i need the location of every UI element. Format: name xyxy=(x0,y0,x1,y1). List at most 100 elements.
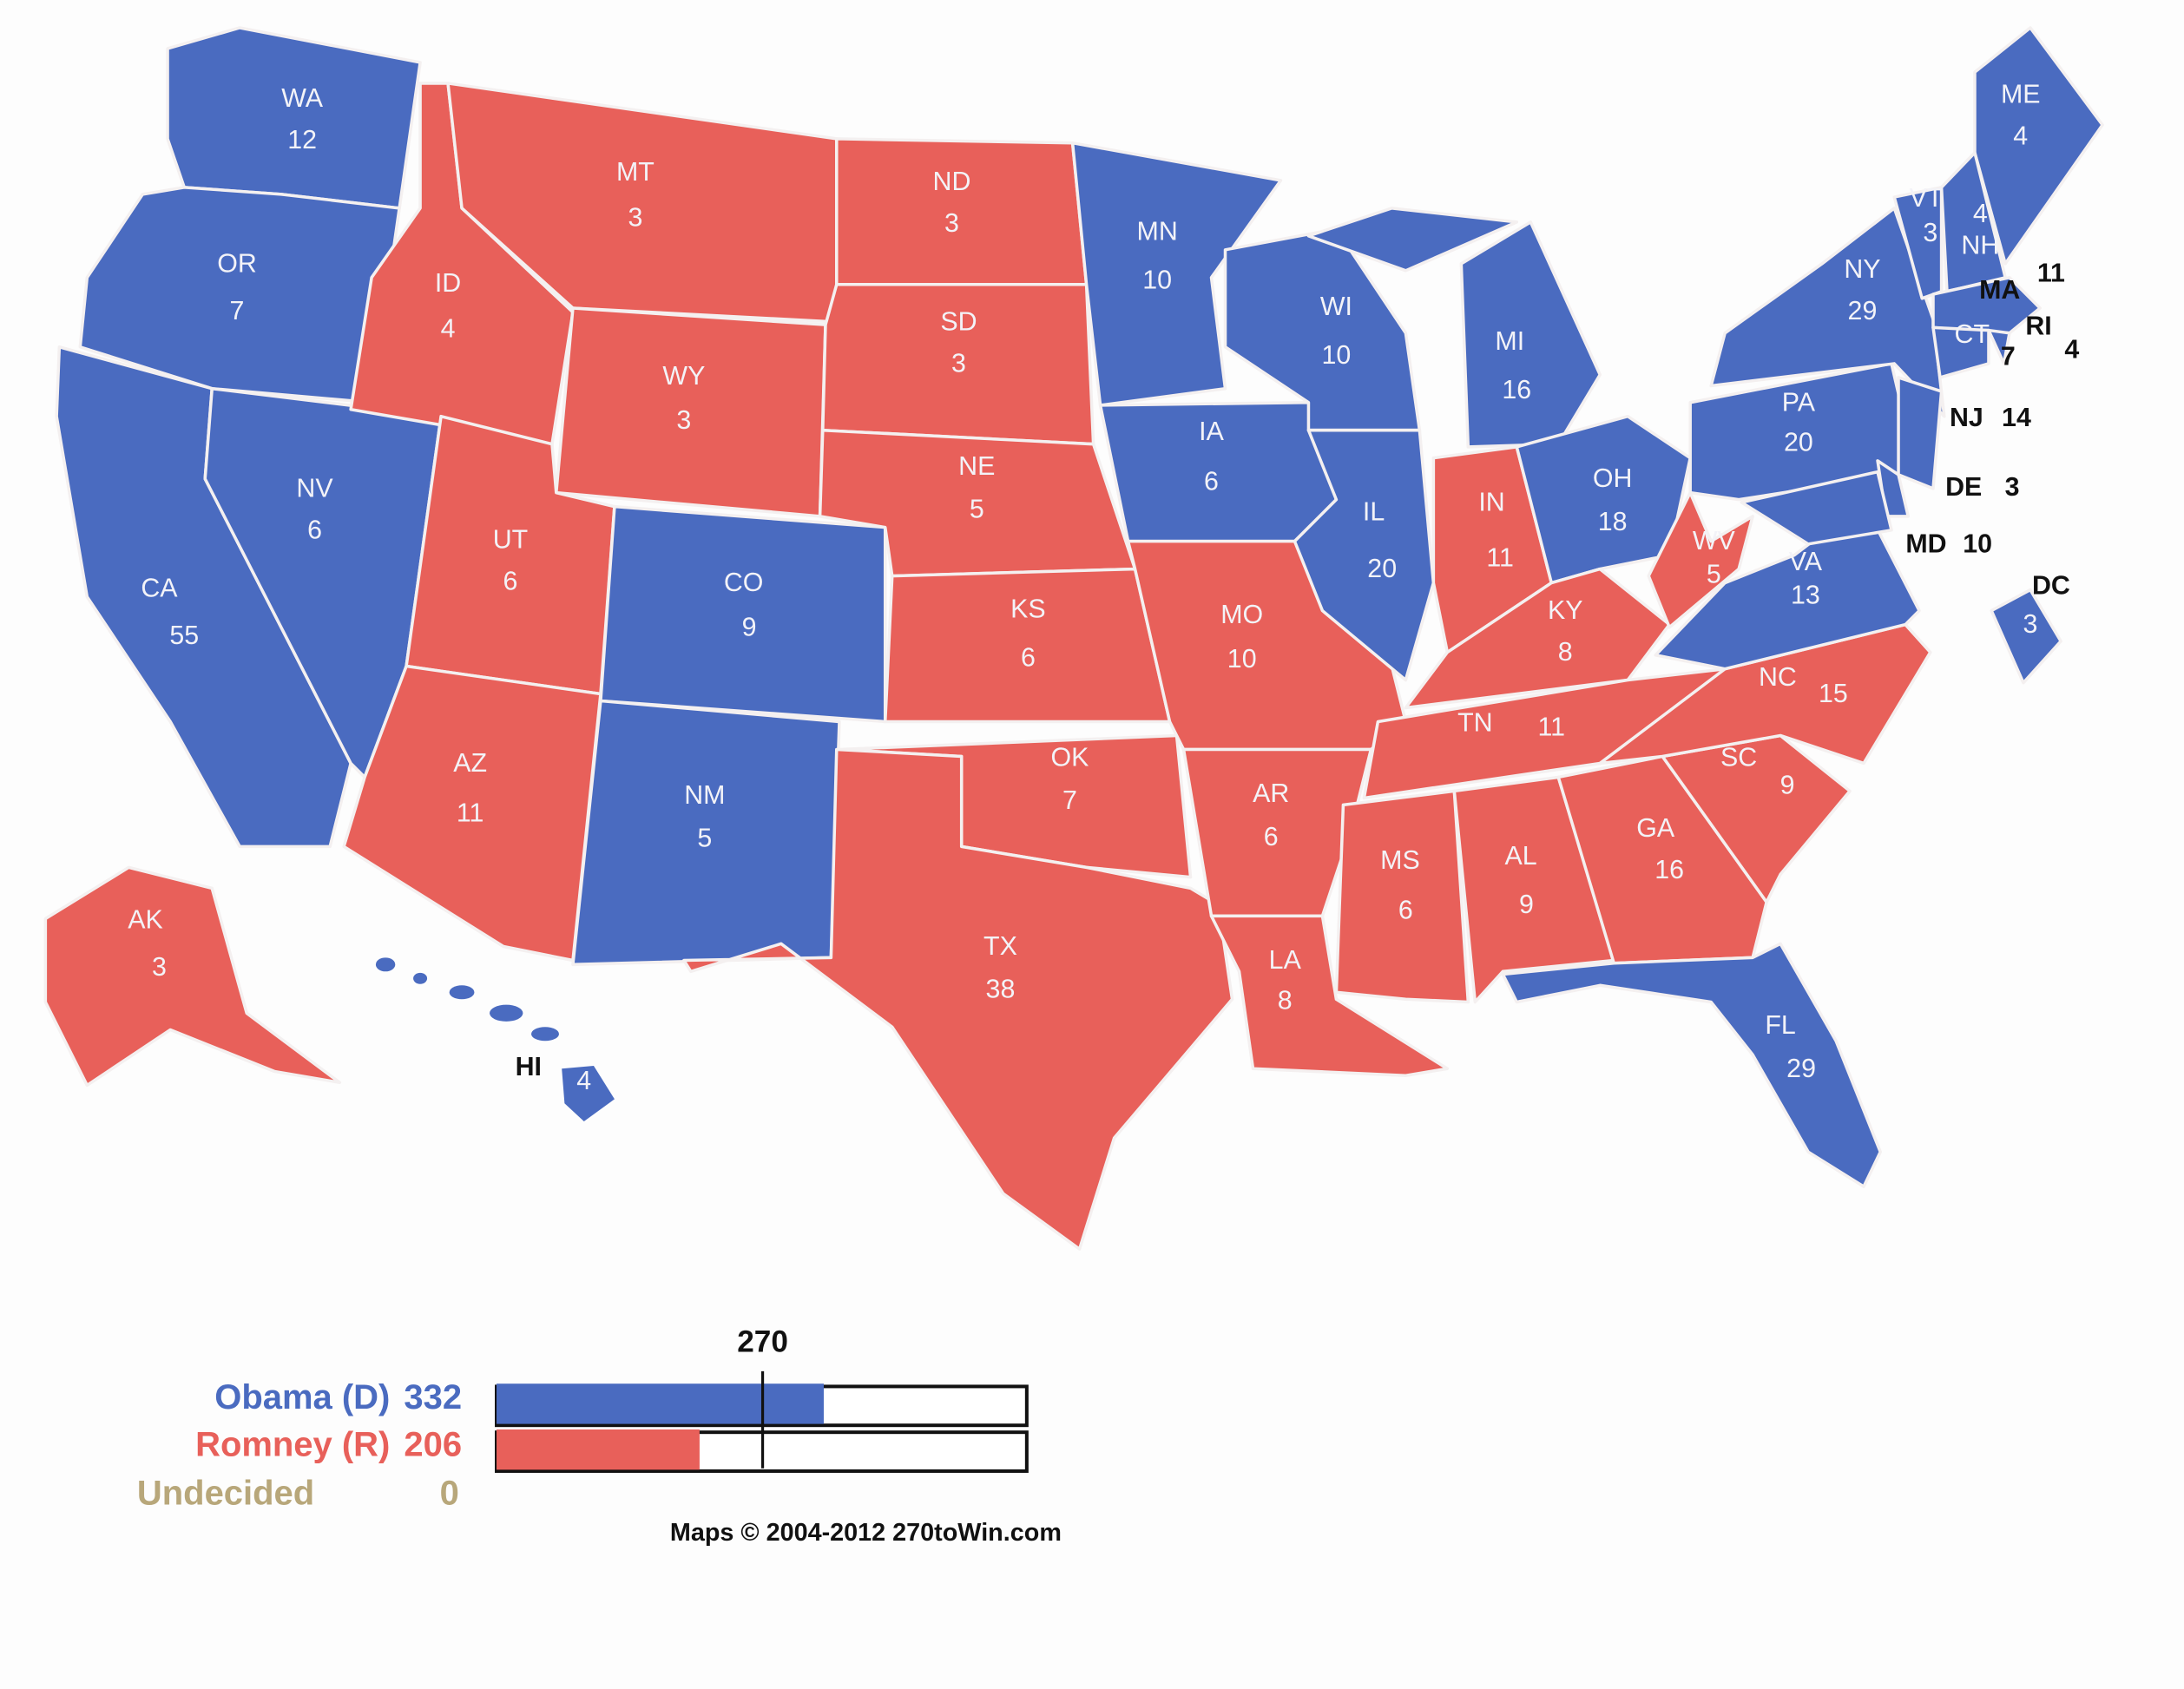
state-votes-label: 11 xyxy=(1486,542,1514,572)
state-abbr-label: ME xyxy=(2001,79,2041,108)
state-ak[interactable] xyxy=(43,865,342,1088)
state-votes-label: 3 xyxy=(676,405,691,435)
state-votes-label: 29 xyxy=(1848,296,1878,325)
state-abbr-label: CA xyxy=(141,574,178,603)
state-abbr-label: CO xyxy=(724,568,764,597)
state-abbr-label: MD xyxy=(1905,529,1946,558)
state-abbr-label: IN xyxy=(1478,487,1504,516)
state-abbr-label: NM xyxy=(684,780,725,810)
state-hi-island[interactable] xyxy=(449,985,475,1000)
state-votes-label: 4 xyxy=(576,1066,591,1095)
state-votes-label: 3 xyxy=(951,349,966,378)
state-votes-label: 7 xyxy=(230,296,245,325)
state-abbr-label: WV xyxy=(1693,526,1736,555)
state-votes-label: 6 xyxy=(503,567,518,596)
state-abbr-label: DE xyxy=(1945,472,1982,502)
legend-undecided-label: Undecided xyxy=(137,1474,314,1512)
state-abbr-label: HI xyxy=(516,1052,542,1081)
state-votes-label: 11 xyxy=(2037,259,2065,288)
state-abbr-label: GA xyxy=(1636,813,1675,843)
state-votes-label: 20 xyxy=(1367,554,1397,583)
romney-bar-fill xyxy=(497,1429,700,1470)
state-ms[interactable] xyxy=(1334,789,1470,1004)
state-me[interactable] xyxy=(1973,26,2104,266)
state-votes-label: 16 xyxy=(1502,375,1531,404)
state-ma[interactable] xyxy=(1931,276,2042,335)
state-ar[interactable] xyxy=(1181,747,1373,918)
state-az[interactable] xyxy=(342,664,602,963)
state-abbr-label: WY xyxy=(662,361,705,391)
state-votes-label: 6 xyxy=(1398,896,1413,925)
state-votes-label: 4 xyxy=(2064,335,2079,365)
state-tx[interactable] xyxy=(682,747,1234,1251)
state-abbr-label: MI xyxy=(1495,326,1524,356)
state-mi[interactable] xyxy=(1459,220,1602,449)
state-nd[interactable] xyxy=(835,137,1089,286)
candidate-label: Romney (R) xyxy=(195,1425,390,1463)
state-votes-label: 3 xyxy=(1923,218,1937,247)
state-votes-label: 16 xyxy=(1654,855,1684,884)
state-votes-label: 9 xyxy=(742,612,757,641)
state-votes-label: 11 xyxy=(457,798,484,828)
state-abbr-label: ID xyxy=(435,268,461,298)
legend: Obama (D) 332 Romney (R) 206 Undecided 0 2… xyxy=(137,1324,1062,1546)
state-md[interactable] xyxy=(1740,470,1893,546)
state-abbr-label: SC xyxy=(1720,743,1757,772)
state-hi-island[interactable] xyxy=(530,1027,559,1042)
state-votes-label: 5 xyxy=(1707,560,1721,589)
state-votes-label: 15 xyxy=(1819,679,1848,708)
state-hi[interactable] xyxy=(562,1066,615,1122)
state-abbr-label: WI xyxy=(1320,292,1352,321)
state-abbr-label: ND xyxy=(933,167,971,196)
state-votes-label: 3 xyxy=(152,952,167,982)
state-ga[interactable] xyxy=(1556,754,1768,965)
state-abbr-label: NY xyxy=(1844,254,1880,284)
state-abbr-label: TN xyxy=(1457,708,1493,738)
state-abbr-label: UT xyxy=(493,525,529,555)
state-votes-label: 29 xyxy=(1786,1054,1816,1083)
state-il[interactable] xyxy=(1293,428,1436,682)
state-hi-island[interactable] xyxy=(375,957,396,972)
state-votes-label: 5 xyxy=(970,494,984,523)
state-abbr-label: AK xyxy=(128,905,163,935)
state-ri[interactable] xyxy=(1987,328,2011,365)
state-votes-label: 3 xyxy=(628,203,642,233)
state-ct[interactable] xyxy=(1931,325,1990,379)
state-votes-label: 4 xyxy=(441,314,456,344)
copyright-credit: Maps © 2004-2012 270toWin.com xyxy=(670,1519,1062,1547)
state-va[interactable] xyxy=(1654,501,1921,671)
state-hi-island[interactable] xyxy=(490,1004,523,1022)
state-votes-label: 20 xyxy=(1784,428,1813,457)
state-dc[interactable] xyxy=(1990,588,2062,685)
state-abbr-label: AZ xyxy=(453,748,487,778)
state-abbr-label: MO xyxy=(1220,600,1263,629)
state-abbr-label: DC xyxy=(2032,570,2070,600)
state-mn[interactable] xyxy=(1070,141,1283,407)
state-mt[interactable] xyxy=(446,82,839,324)
state-nj[interactable] xyxy=(1897,376,1944,490)
state-votes-label: 4 xyxy=(1973,199,1988,228)
state-mi[interactable] xyxy=(1306,207,1519,273)
state-hi-island[interactable] xyxy=(413,972,428,984)
state-la[interactable] xyxy=(1209,914,1450,1077)
state-votes-label: 9 xyxy=(1780,771,1795,800)
state-or[interactable] xyxy=(78,186,401,404)
state-wa[interactable] xyxy=(166,26,422,210)
state-votes-label: 4 xyxy=(2013,121,2028,150)
state-votes-label: 38 xyxy=(986,975,1016,1004)
state-votes-label: 55 xyxy=(169,621,199,650)
candidate-label: Obama (D) xyxy=(214,1378,390,1416)
state-abbr-label: CT xyxy=(1955,319,1990,349)
state-abbr-label: MN xyxy=(1137,217,1178,246)
state-abbr-label: NE xyxy=(958,451,995,481)
state-abbr-label: AL xyxy=(1505,841,1537,871)
state-abbr-label: OR xyxy=(217,248,257,278)
state-fl[interactable] xyxy=(1501,942,1882,1188)
state-abbr-label: NC xyxy=(1759,662,1797,692)
legend-undecided-votes: 0 xyxy=(440,1474,459,1512)
states-layer xyxy=(43,26,2104,1251)
state-votes-label: 18 xyxy=(1598,507,1628,536)
state-votes-label: 7 xyxy=(1062,785,1077,815)
